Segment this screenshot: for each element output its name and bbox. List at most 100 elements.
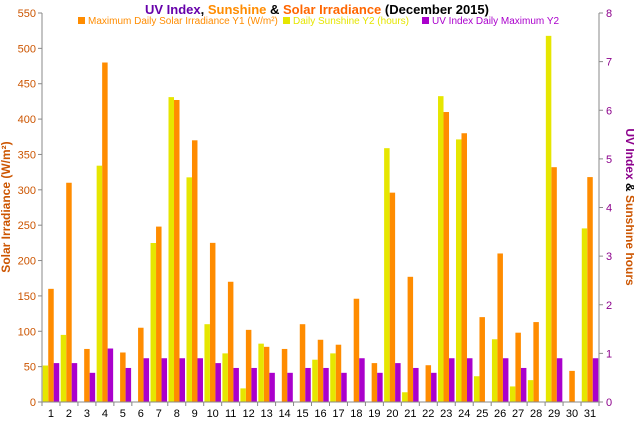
x-tick-label: 16 xyxy=(314,408,326,420)
right-tick-label: 4 xyxy=(606,203,612,215)
x-tick-label: 17 xyxy=(332,408,344,420)
x-tick-label: 3 xyxy=(84,408,90,420)
sunshine-bar-day-8 xyxy=(168,97,175,403)
right-tick-label: 3 xyxy=(606,251,612,263)
left-tick-label: 350 xyxy=(18,149,36,161)
irradiance-bar-day-23 xyxy=(443,112,450,403)
sunshine-bar-day-7 xyxy=(150,243,157,402)
sunshine-bar-day-25 xyxy=(473,376,480,402)
x-tick-label: 27 xyxy=(512,408,524,420)
irradiance-bar-day-29 xyxy=(551,167,557,402)
x-tick-label: 26 xyxy=(494,408,506,420)
sunshine-bar-day-12 xyxy=(240,388,246,402)
x-tick-label: 7 xyxy=(156,408,162,420)
uv-bar-day-31 xyxy=(592,358,599,402)
right-tick-label: 5 xyxy=(606,154,612,166)
sunshine-bar-day-4 xyxy=(96,165,103,402)
uv-bar-day-4 xyxy=(107,348,114,402)
sunshine-bar-day-31 xyxy=(581,228,588,402)
uv-legend-swatch xyxy=(422,17,429,24)
irradiance-bar-day-30 xyxy=(569,370,575,402)
right-tick-label: 0 xyxy=(606,397,612,409)
irradiance-bar-day-3 xyxy=(84,348,90,402)
uv-bar-day-3 xyxy=(89,372,96,402)
x-tick-label: 10 xyxy=(207,408,219,420)
chart-title: UV Index, Sunshine & Solar Irradiance (D… xyxy=(145,2,489,17)
sunshine-bar-day-16 xyxy=(312,359,318,402)
irradiance-bar-day-26 xyxy=(497,253,503,402)
irradiance-bar-day-17 xyxy=(335,344,342,402)
title-sep1: , xyxy=(201,2,208,17)
left-tick-label: 150 xyxy=(18,291,36,303)
sunshine-legend-swatch xyxy=(283,17,290,24)
ylabel-right-sep: & xyxy=(623,180,634,195)
left-tick-label: 300 xyxy=(18,185,36,197)
uv-bar-day-23 xyxy=(449,358,455,402)
uv-bar-day-16 xyxy=(323,367,329,402)
uv-bar-day-27 xyxy=(520,367,527,402)
sunshine-bar-day-2 xyxy=(60,334,67,402)
irradiance-bar-day-8 xyxy=(174,99,180,403)
sunshine-bar-day-17 xyxy=(330,353,336,403)
x-tick-label: 14 xyxy=(278,408,290,420)
left-tick-label: 500 xyxy=(18,43,36,55)
uv-bar-day-13 xyxy=(269,372,275,402)
uv-bar-day-8 xyxy=(179,358,186,402)
irradiance-bar-day-9 xyxy=(191,140,198,402)
x-tick-label: 25 xyxy=(476,408,488,420)
uv-bar-day-1 xyxy=(53,363,60,402)
title-sunshine: Sunshine xyxy=(208,2,267,17)
uv-legend-label: UV Index Daily Maximum Y2 xyxy=(432,16,560,27)
x-tick-label: 2 xyxy=(66,408,72,420)
uv-bar-day-26 xyxy=(502,358,509,402)
uv-bar-day-22 xyxy=(431,372,437,402)
irradiance-bar-day-14 xyxy=(281,348,288,402)
uv-bar-day-29 xyxy=(556,358,563,402)
x-tick-label: 11 xyxy=(225,408,236,420)
ylabel-right-sunshine: Sunshine hours xyxy=(623,195,634,286)
x-tick-label: 23 xyxy=(440,408,452,420)
irradiance-bar-day-27 xyxy=(515,332,521,402)
uv-bar-day-7 xyxy=(161,358,168,402)
right-tick-label: 8 xyxy=(606,8,612,20)
irradiance-bar-day-2 xyxy=(66,182,72,402)
right-tick-label: 6 xyxy=(606,105,612,117)
sunshine-bar-day-1 xyxy=(42,365,49,402)
ylabel-right-uv: UV Index xyxy=(623,128,634,180)
irradiance-bar-day-31 xyxy=(587,177,593,402)
uv-bar-day-12 xyxy=(251,367,257,402)
irradiance-bar-day-21 xyxy=(407,276,414,402)
uv-bar-day-5 xyxy=(125,367,132,402)
bars-group xyxy=(42,35,599,403)
x-tick-label: 4 xyxy=(102,408,108,420)
irradiance-bar-day-13 xyxy=(263,346,270,402)
uv-bar-day-6 xyxy=(143,358,150,402)
irradiance-bar-day-7 xyxy=(156,226,162,402)
sunshine-bar-day-10 xyxy=(204,324,210,402)
x-tick-label: 29 xyxy=(548,408,560,420)
y-axis-left-title: Solar Irradiance (W/m²) xyxy=(0,141,13,272)
left-tick-label: 50 xyxy=(24,362,36,374)
irradiance-bar-day-22 xyxy=(425,365,432,402)
right-tick-label: 1 xyxy=(606,348,612,360)
sunshine-bar-day-29 xyxy=(545,35,552,402)
uv-bar-day-18 xyxy=(359,358,365,402)
sunshine-bar-day-11 xyxy=(222,353,228,403)
irradiance-bar-day-28 xyxy=(533,322,539,402)
x-tick-label: 30 xyxy=(566,408,578,420)
right-tick-label: 7 xyxy=(606,57,612,69)
y-axis-right-title: UV Index & Sunshine hours xyxy=(623,128,634,286)
sunshine-legend-label: Daily Sunshine Y2 (hours) xyxy=(293,16,409,27)
x-tick-label: 28 xyxy=(530,408,542,420)
sunshine-bar-day-9 xyxy=(186,177,192,402)
irradiance-bar-day-5 xyxy=(120,352,126,402)
left-tick-label: 0 xyxy=(30,397,36,409)
uv-bar-day-14 xyxy=(287,372,293,402)
x-tick-label: 22 xyxy=(422,408,434,420)
uv-bar-day-10 xyxy=(215,363,221,402)
uv-bar-day-9 xyxy=(197,358,203,402)
x-tick-label: 13 xyxy=(260,408,272,420)
x-axis-ticks: 1 2 3 4 5 6 7 8 9 10 11 12 13 14 15 16 17 18 19 20 21 22 23 24 2… xyxy=(41,402,600,420)
irradiance-bar-day-11 xyxy=(227,281,234,402)
x-tick-label: 21 xyxy=(404,408,416,420)
